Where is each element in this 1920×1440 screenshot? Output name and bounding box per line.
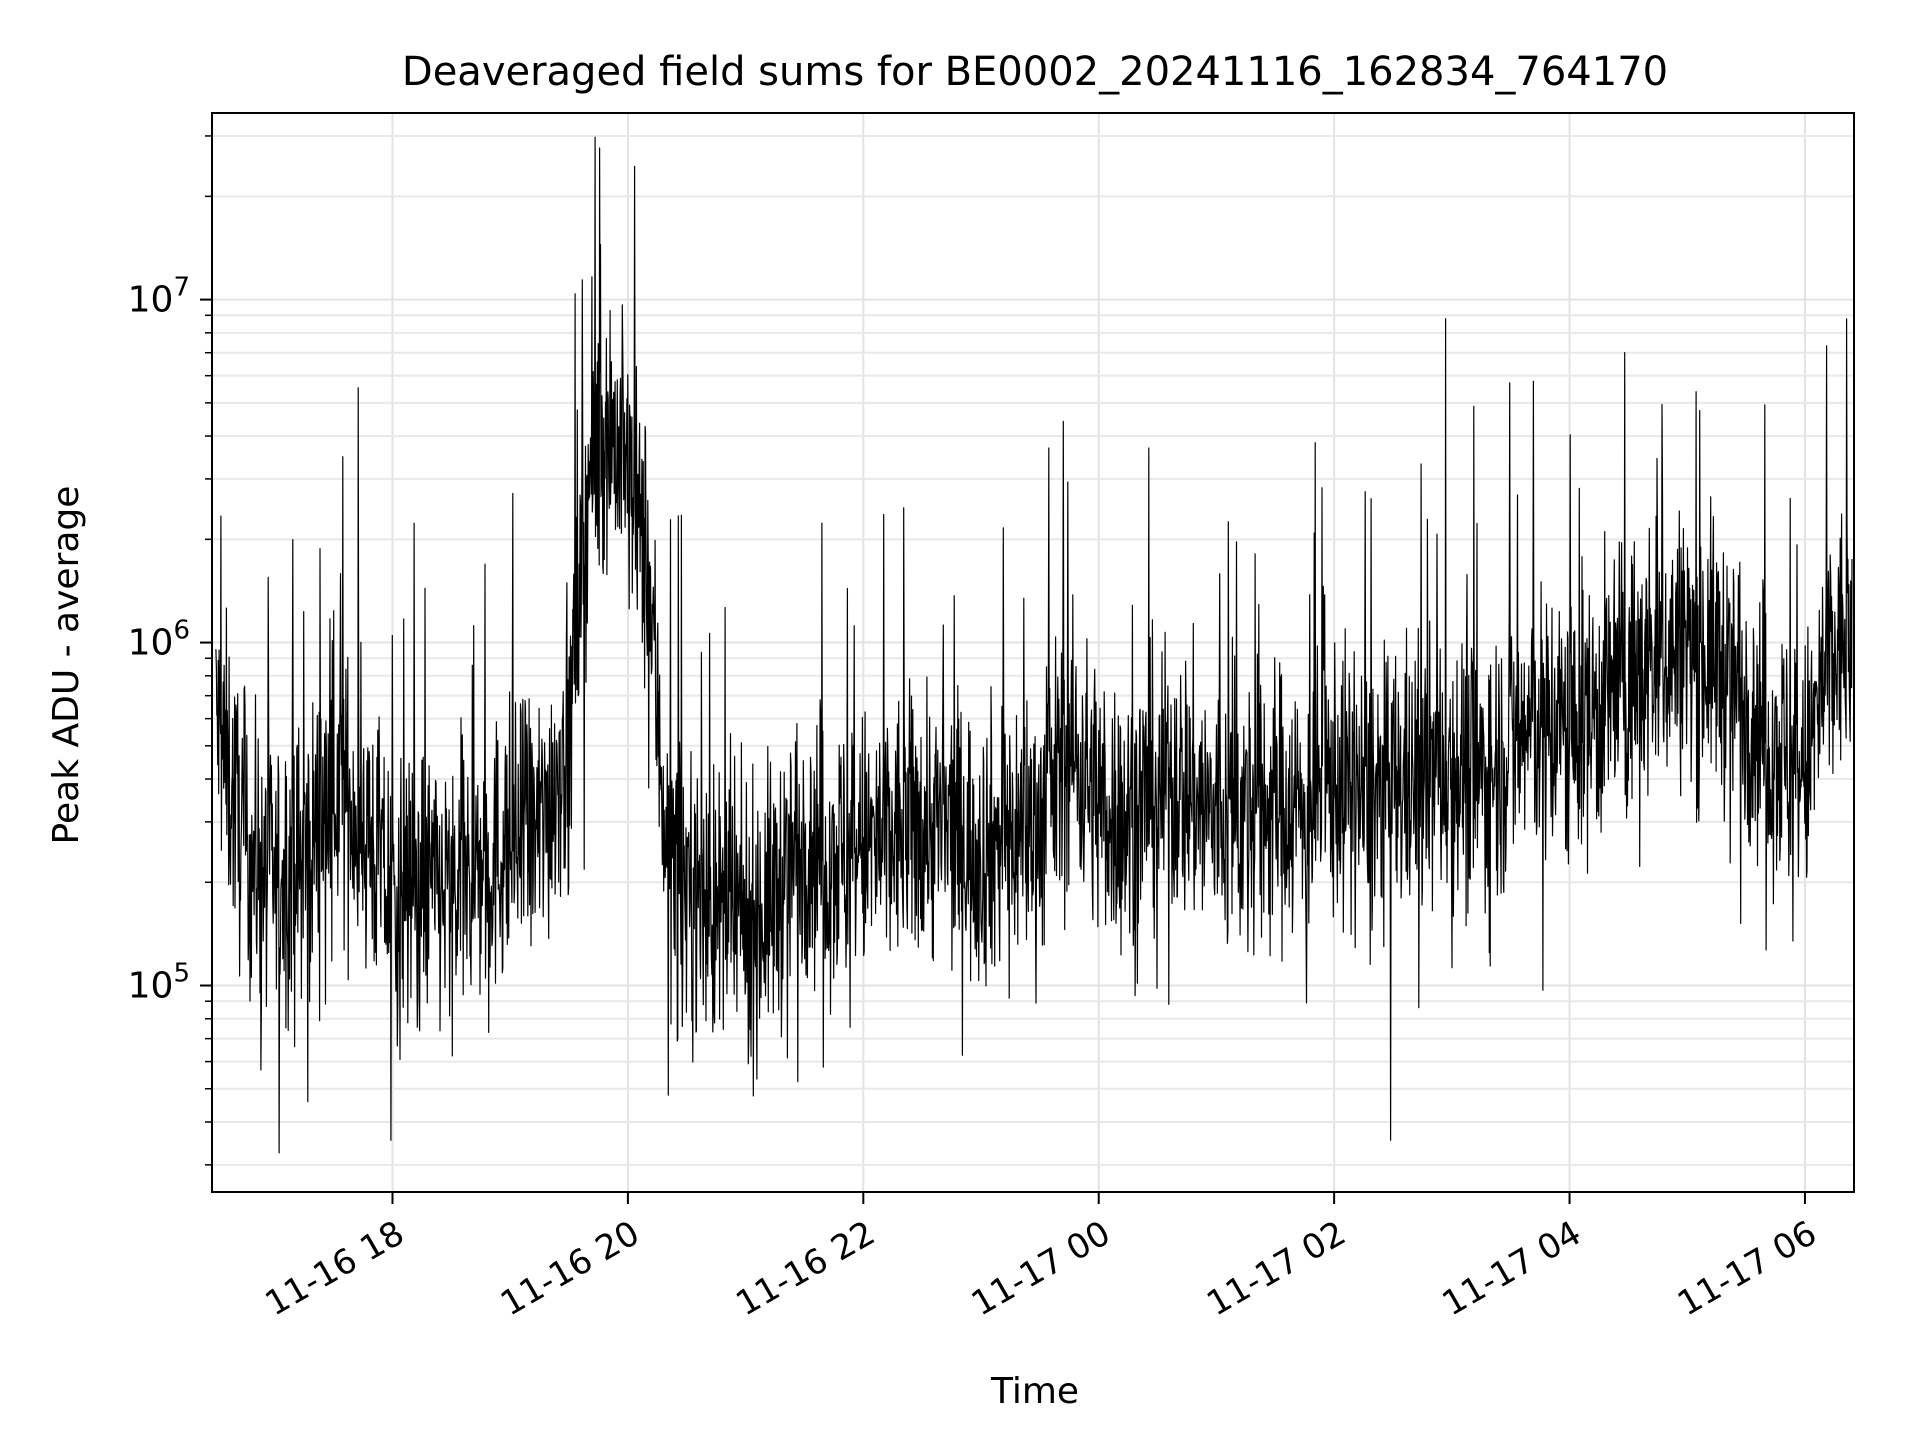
y-tick-exponent: 7 — [173, 273, 190, 303]
y-tick-label: 107 — [128, 273, 190, 321]
y-tick-exponent: 5 — [173, 959, 190, 989]
y-tick-base: 10 — [128, 623, 174, 664]
plot-frame — [211, 112, 1855, 1193]
x-axis-label: Time — [990, 1371, 1079, 1412]
chart-title: Deaveraged field sums for BE0002_2024111… — [402, 49, 1668, 95]
y-tick-label: 106 — [128, 616, 190, 664]
y-tick-exponent: 6 — [173, 616, 190, 646]
y-axis-label: Peak ADU - average — [46, 486, 87, 845]
data-series-line — [215, 136, 1853, 1154]
y-tick-label: 105 — [128, 959, 190, 1007]
y-tick-base: 10 — [128, 966, 174, 1007]
series-line — [215, 136, 1853, 1154]
y-tick-base: 10 — [128, 280, 174, 321]
